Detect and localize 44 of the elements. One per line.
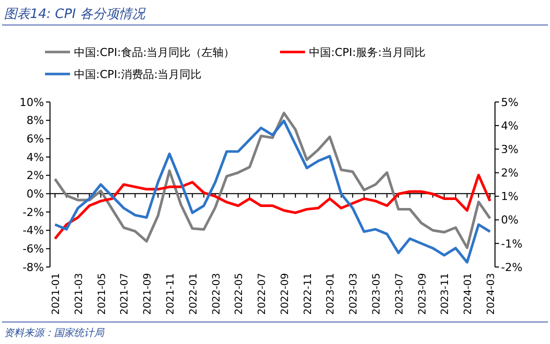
y-tick-label: 8% (26, 114, 44, 128)
y2-tick-label: 4% (501, 119, 518, 132)
y2-tick-label: 3% (501, 142, 518, 156)
legend-label: 中国:CPI:消费品:当月同比 (74, 68, 202, 81)
x-tick-label: 2021-03 (74, 273, 85, 315)
x-tick-label: 2023-05 (372, 273, 383, 315)
line-series (54, 174, 492, 240)
x-tick-label: 2023-03 (348, 273, 360, 315)
legend-label: 中国:CPI:食品:当月同比（左轴） (74, 46, 235, 59)
x-tick-label: 2021-09 (142, 273, 154, 315)
y-tick-label: 0% (26, 188, 44, 201)
y2-tick-label: 0% (501, 214, 518, 227)
x-tick-label: 2024-01 (463, 273, 474, 315)
y2-tick-label: 2% (501, 166, 518, 180)
x-tick-label: 2021-07 (120, 273, 131, 315)
y-tick-label: 6% (26, 132, 44, 146)
x-tick-label: 2022-01 (188, 273, 200, 315)
y-tick-label: -8% (22, 260, 44, 274)
x-tick-label: 2024-03 (486, 273, 497, 315)
y2-tick-label: 5% (501, 96, 518, 109)
x-tick-label: 2022-07 (257, 273, 268, 315)
y-tick-label: 10% (20, 96, 44, 109)
y-tick-label: -2% (22, 206, 44, 219)
y2-tick-label: -2% (501, 260, 522, 274)
x-tick-label: 2023-01 (326, 273, 337, 315)
chart-title: 图表14: CPI 各分项情况 (4, 7, 146, 22)
x-tick-label: 2023-09 (417, 273, 428, 315)
x-tick-label: 2021-11 (165, 273, 176, 315)
x-tick-label: 2022-11 (302, 273, 314, 315)
text: 资料来源：国家统计局 (4, 327, 105, 339)
y2-tick-label: -1% (501, 237, 522, 250)
y-tick-label: 2% (26, 169, 44, 182)
x-tick-label: 2021-01 (51, 273, 62, 315)
y-tick-label: -4% (22, 224, 44, 238)
x-tick-label: 2021-05 (96, 273, 108, 315)
x-tick-label: 2022-09 (280, 273, 291, 315)
x-tick-label: 2022-03 (211, 273, 222, 315)
y-tick-label: 4% (26, 150, 44, 164)
legend-label: 中国:CPI:服务:当月同比 (309, 46, 426, 59)
y2-tick-label: 1% (501, 190, 518, 204)
y-tick-label: -6% (22, 242, 44, 256)
x-tick-label: 2023-07 (394, 273, 406, 315)
x-tick-label: 2022-05 (234, 273, 246, 315)
x-tick-label: 2023-11 (440, 273, 452, 315)
